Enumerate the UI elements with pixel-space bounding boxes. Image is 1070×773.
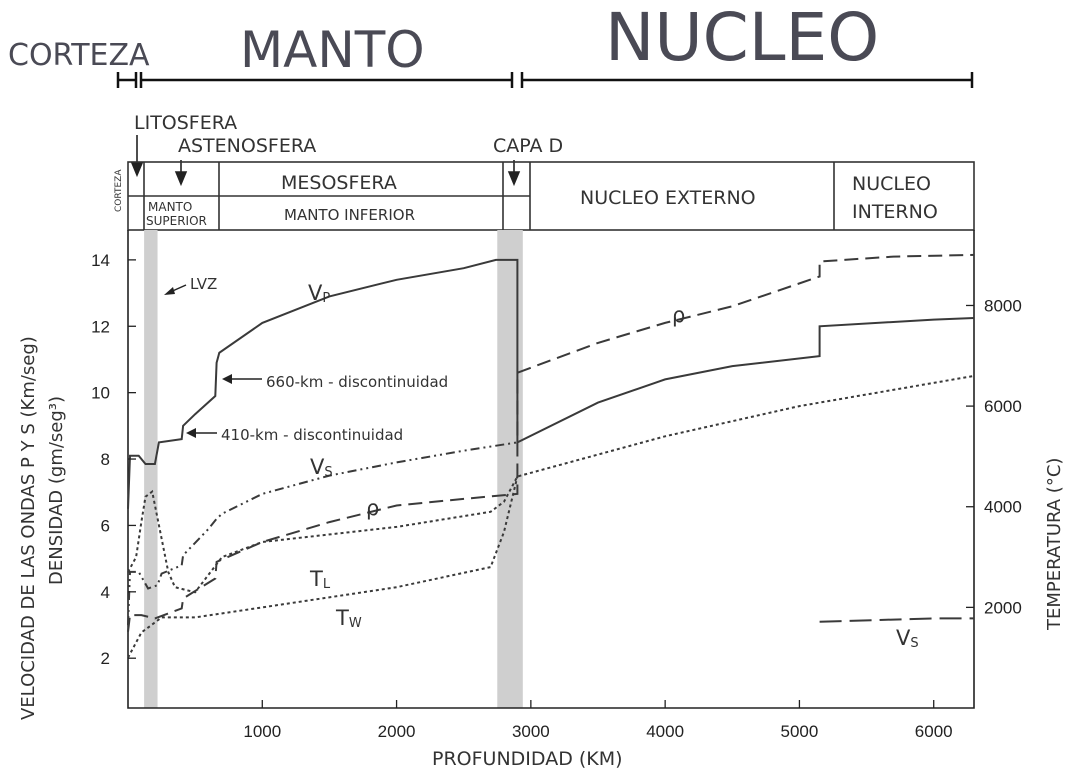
y2-tick-label: 2000 (984, 598, 1022, 617)
shaded-band-1 (144, 230, 158, 708)
data-curves (127, 253, 975, 659)
label-corteza-small: CORTEZA (114, 169, 124, 212)
series-ρ-4 (127, 253, 975, 632)
y-tick-label: 8 (101, 450, 110, 469)
x-tick-label: 6000 (915, 722, 953, 741)
y-tick-label: 2 (101, 649, 110, 668)
y-tick-label: 10 (91, 384, 110, 403)
y-tick-label: 6 (101, 516, 110, 535)
y2-tick-label: 4000 (984, 498, 1022, 517)
label-astenosfera: ASTENOSFERA (178, 135, 316, 157)
y-tick-label: 4 (101, 583, 110, 602)
x-tick-label: 2000 (378, 722, 416, 741)
layer-arrows (130, 135, 521, 187)
range-corteza (116, 72, 138, 88)
series-label-vp: VP (308, 281, 330, 306)
series-label-rho: ρ (366, 496, 379, 520)
label-manto-superior-1: MANTO (148, 200, 192, 214)
label-capa-d: CAPA D (493, 135, 563, 157)
range-nucleo (520, 72, 974, 88)
annotation-410: 410-km - discontinuidad (221, 426, 403, 444)
series-label-rho-core: ρ (672, 303, 685, 327)
series-tl-5 (127, 374, 975, 594)
y-tick-label: 14 (91, 251, 110, 270)
label-nucleo-interno-1: NUCLEO (852, 173, 931, 195)
y2-tick-label: 6000 (984, 397, 1022, 416)
y-tick-label: 12 (91, 317, 110, 336)
annotation-lvz: LVZ (190, 275, 217, 293)
series-vs-2 (127, 441, 518, 626)
y-axis-title-2: DENSIDAD (gm/seg³) (46, 396, 67, 585)
layer-boxes (127, 161, 975, 231)
label-nucleo-externo: NUCLEO EXTERNO (580, 187, 756, 209)
x-axis-title: PROFUNDIDAD (KM) (432, 748, 623, 770)
label-nucleo-interno-2: INTERNO (852, 201, 938, 223)
series-vs-3 (819, 617, 974, 623)
x-tick-label: 5000 (781, 722, 819, 741)
axis-frame (127, 230, 975, 709)
series-label-vs-core: VS (896, 626, 919, 651)
series-vp-1 (127, 258, 975, 509)
series-label-tw: TW (335, 606, 362, 631)
annotation-660: 660-km - discontinuidad (266, 373, 448, 391)
x-tick-label: 1000 (243, 722, 281, 741)
header-corteza: CORTEZA (8, 38, 150, 73)
label-litosfera: LITOSFERA (134, 112, 237, 134)
shaded-band-2 (497, 230, 523, 708)
header-range-bars (116, 72, 974, 88)
label-manto-inferior: MANTO INFERIOR (284, 206, 415, 224)
series-label-tl: TL (309, 567, 331, 592)
label-mesosfera: MESOSFERA (281, 172, 397, 194)
label-manto-superior-2: SUPERIOR (146, 214, 207, 228)
range-manto (139, 72, 514, 88)
plot-axes (127, 230, 975, 709)
header-manto: MANTO (240, 21, 425, 79)
tick-labels: 1000 2000 3000 4000 5000 6000 2 4 6 8 10 12 14 2000 40… (91, 251, 1022, 741)
x-tick-label: 4000 (646, 722, 684, 741)
x-tick-label: 3000 (512, 722, 550, 741)
y2-axis-title: TEMPERATURA (°C) (1044, 458, 1065, 631)
shaded-bands (144, 230, 523, 708)
header-nucleo: NUCLEO (605, 0, 879, 76)
series-label-vs: VS (310, 455, 333, 480)
y-axis-title-1: VELOCIDAD DE LAS ONDAS P Y S (Km/seg) (18, 336, 39, 720)
series-tw-6 (127, 476, 519, 659)
y2-tick-label: 8000 (984, 296, 1022, 315)
